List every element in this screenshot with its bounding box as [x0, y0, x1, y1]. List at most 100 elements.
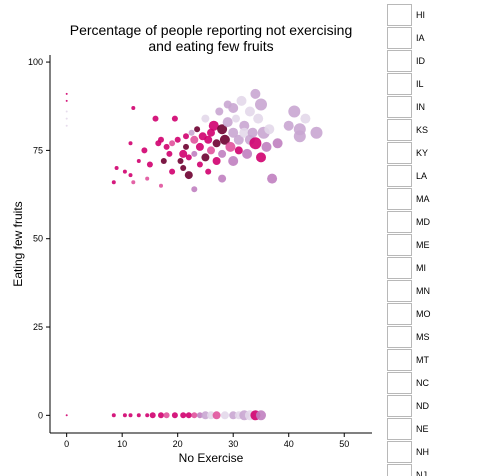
state-checkbox[interactable] — [387, 49, 412, 72]
state-item-ia[interactable]: IA — [387, 26, 478, 49]
state-checkbox[interactable] — [387, 302, 412, 325]
y-tick-label-4: 100 — [28, 57, 43, 67]
state-checkbox[interactable] — [387, 440, 412, 463]
data-point-57 — [222, 117, 233, 128]
state-item-in[interactable]: IN — [387, 95, 478, 118]
data-point-34 — [188, 129, 195, 136]
state-item-ks[interactable]: KS — [387, 118, 478, 141]
state-checkbox[interactable] — [387, 210, 412, 233]
data-point-91 — [128, 413, 133, 418]
data-point-87 — [310, 126, 323, 139]
data-point-95 — [158, 412, 164, 419]
x-tick-label-3: 30 — [228, 439, 238, 449]
state-checkbox[interactable] — [387, 279, 412, 302]
data-point-80 — [267, 173, 278, 184]
chart-title-line-2: and eating few fruits — [148, 38, 273, 54]
state-checkbox[interactable] — [387, 325, 412, 348]
state-item-ms[interactable]: MS — [387, 325, 478, 348]
state-checkbox[interactable] — [387, 463, 412, 476]
data-point-30 — [183, 143, 189, 150]
data-point-40 — [196, 161, 203, 168]
state-label: HI — [416, 9, 425, 20]
state-label: ME — [416, 239, 430, 250]
data-point-90 — [122, 413, 127, 418]
y-tick-label-0: 0 — [38, 410, 43, 420]
state-checkbox[interactable] — [387, 164, 412, 187]
data-point-33 — [185, 154, 192, 161]
state-item-mi[interactable]: MI — [387, 256, 478, 279]
state-item-il[interactable]: IL — [387, 72, 478, 95]
data-point-75 — [255, 98, 267, 111]
data-point-27 — [177, 158, 184, 164]
data-point-61 — [228, 156, 239, 166]
state-checkbox[interactable] — [387, 256, 412, 279]
data-point-65 — [236, 95, 247, 106]
data-point-10 — [128, 141, 133, 146]
state-item-mn[interactable]: MN — [387, 279, 478, 302]
data-point-39 — [195, 142, 204, 151]
data-point-81 — [272, 138, 283, 149]
state-item-md[interactable]: MD — [387, 210, 478, 233]
state-item-hi[interactable]: HI — [387, 3, 478, 26]
state-checkbox[interactable] — [387, 95, 412, 118]
data-point-19 — [160, 158, 167, 164]
data-point-96 — [163, 412, 170, 419]
state-label: MA — [416, 193, 430, 204]
state-checkbox[interactable] — [387, 348, 412, 371]
data-point-66 — [239, 120, 250, 131]
data-point-20 — [159, 183, 163, 188]
y-axis-label: Eating few fruits — [11, 201, 25, 286]
state-checkbox[interactable] — [387, 3, 412, 26]
state-checkbox[interactable] — [387, 26, 412, 49]
state-label: NE — [416, 423, 429, 434]
data-point-82 — [283, 120, 294, 131]
data-point-14 — [145, 176, 150, 181]
state-item-ky[interactable]: KY — [387, 141, 478, 164]
state-item-nd[interactable]: ND — [387, 394, 478, 417]
state-checkbox[interactable] — [387, 417, 412, 440]
state-label: IA — [416, 32, 425, 43]
state-checkbox[interactable] — [387, 72, 412, 95]
state-item-nj[interactable]: NJ — [387, 463, 478, 476]
state-label: MO — [416, 308, 431, 319]
data-point-44 — [204, 135, 213, 144]
data-point-23 — [169, 140, 176, 147]
state-checkbox[interactable] — [387, 233, 412, 256]
data-point-22 — [166, 150, 173, 157]
state-item-id[interactable]: ID — [387, 49, 478, 72]
state-item-mo[interactable]: MO — [387, 302, 478, 325]
y-tick-label-1: 25 — [33, 322, 43, 332]
state-checkbox[interactable] — [387, 371, 412, 394]
data-point-13 — [141, 147, 148, 154]
data-point-111 — [256, 410, 266, 421]
state-checkbox[interactable] — [387, 141, 412, 164]
state-item-nc[interactable]: NC — [387, 371, 478, 394]
state-checkbox[interactable] — [387, 187, 412, 210]
state-label: NH — [416, 446, 429, 457]
data-point-7 — [122, 169, 127, 174]
state-checkbox[interactable] — [387, 118, 412, 141]
data-point-54 — [218, 174, 227, 183]
data-point-31 — [183, 133, 189, 140]
state-label: MD — [416, 216, 430, 227]
state-item-ne[interactable]: NE — [387, 417, 478, 440]
x-axis-ticks: 0 10 20 30 40 50 — [64, 433, 349, 449]
state-label: KY — [416, 147, 429, 158]
x-tick-label-1: 10 — [117, 439, 127, 449]
state-label: NC — [416, 377, 429, 388]
data-point-38 — [194, 126, 201, 133]
data-point-21 — [163, 143, 170, 150]
state-item-me[interactable]: ME — [387, 233, 478, 256]
data-point-29 — [180, 165, 187, 171]
state-label: ND — [416, 400, 429, 411]
state-item-mt[interactable]: MT — [387, 348, 478, 371]
y-tick-label-3: 75 — [33, 145, 43, 155]
state-label: MS — [416, 331, 430, 342]
state-checkbox[interactable] — [387, 394, 412, 417]
state-item-la[interactable]: LA — [387, 164, 478, 187]
chart-title-line-1: Percentage of people reporting not exerc… — [70, 22, 353, 38]
state-item-ma[interactable]: MA — [387, 187, 478, 210]
state-item-nh[interactable]: NH — [387, 440, 478, 463]
data-point-85 — [293, 123, 306, 136]
y-axis-ticks: 0 25 50 75 100 — [28, 57, 50, 420]
